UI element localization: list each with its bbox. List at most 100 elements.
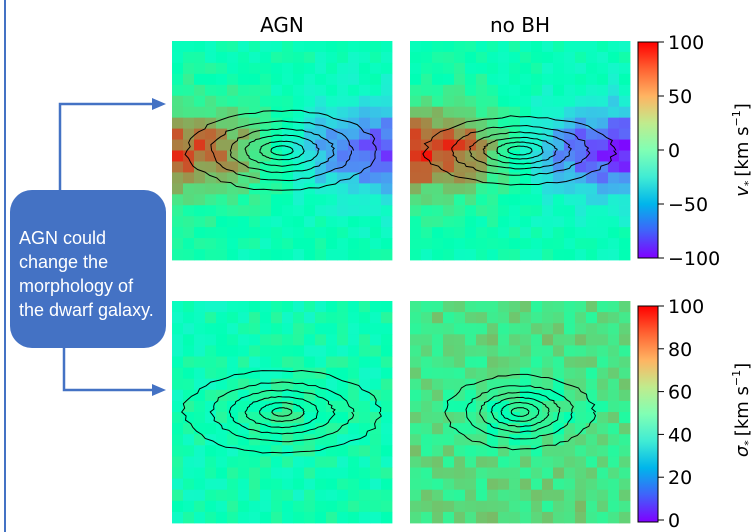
map-pixel	[487, 216, 499, 228]
map-pixel	[293, 106, 305, 119]
map-pixel	[293, 238, 305, 250]
map-pixel	[531, 500, 543, 513]
map-pixel	[205, 423, 217, 435]
map-pixel	[304, 434, 316, 446]
map-pixel	[381, 389, 393, 402]
map-pixel	[553, 467, 565, 479]
map-pixel	[370, 249, 382, 261]
map-pixel	[575, 500, 587, 513]
map-pixel	[454, 367, 466, 380]
map-pixel	[465, 41, 477, 53]
map-pixel	[454, 51, 466, 64]
map-pixel	[315, 227, 327, 239]
map-pixel	[432, 400, 444, 413]
contour-line	[422, 115, 618, 186]
map-pixel	[172, 128, 184, 140]
map-pixel	[381, 412, 393, 424]
map-pixel	[498, 367, 510, 380]
map-pixel	[597, 378, 609, 391]
map-pixel	[205, 73, 217, 86]
map-pixel	[249, 139, 261, 151]
map-pixel	[542, 389, 554, 402]
map-pixel	[421, 500, 433, 513]
map-pixel	[216, 227, 228, 239]
map-pixel	[410, 356, 422, 368]
map-pixel	[509, 238, 521, 250]
map-pixel	[454, 161, 466, 173]
colorbar-dispersion-tick-label: 80	[668, 339, 692, 361]
map-pixel	[542, 467, 554, 479]
map-pixel	[564, 400, 576, 413]
map-pixel	[608, 194, 620, 206]
map-pixel	[443, 511, 455, 524]
map-pixel	[498, 478, 510, 491]
map-pixel	[553, 51, 565, 64]
map-pixel	[315, 238, 327, 250]
map-pixel	[216, 412, 228, 424]
panel-title-agn: AGN	[260, 13, 304, 37]
map-pixel	[194, 73, 206, 86]
map-pixel	[498, 445, 510, 457]
map-pixel	[542, 51, 554, 64]
map-pixel	[370, 139, 382, 151]
map-pixel	[326, 434, 338, 446]
map-pixel	[194, 216, 206, 228]
map-pixel	[172, 41, 184, 53]
map-pixel	[194, 389, 206, 402]
map-pixel	[271, 62, 283, 75]
map-pixel	[564, 456, 576, 468]
map-pixel	[608, 500, 620, 513]
map-pixel	[454, 511, 466, 524]
map-pixel	[183, 511, 195, 524]
map-pixel	[443, 356, 455, 368]
map-pixel	[432, 500, 444, 513]
map-pixel	[619, 334, 631, 346]
map-pixel	[205, 150, 217, 162]
map-pixel	[359, 139, 371, 151]
map-pixel	[619, 194, 631, 206]
contour-line	[500, 401, 540, 422]
map-pixel	[498, 183, 510, 195]
map-pixel	[575, 51, 587, 64]
map-pixel	[194, 62, 206, 75]
map-pixel	[509, 128, 521, 140]
map-pixel	[205, 500, 217, 513]
map-pixel	[348, 345, 360, 357]
map-pixel	[476, 312, 488, 324]
map-pixel	[348, 106, 360, 119]
map-pixel	[337, 500, 349, 513]
map-pixel	[432, 312, 444, 324]
map-pixel	[509, 95, 521, 108]
map-pixel	[520, 238, 532, 250]
map-pixel	[205, 172, 217, 184]
map-pixel	[619, 238, 631, 250]
map-pixel	[586, 467, 598, 479]
map-pixel	[432, 95, 444, 108]
map-pixel	[282, 249, 294, 261]
map-pixel	[443, 150, 455, 162]
map-pixel	[520, 139, 532, 151]
map-pixel	[421, 150, 433, 162]
map-pixel	[575, 423, 587, 435]
map-pixel	[304, 139, 316, 151]
map-pixel	[194, 434, 206, 446]
map-pixel	[304, 456, 316, 468]
map-pixel	[619, 345, 631, 357]
map-pixel	[586, 95, 598, 108]
map-pixel	[509, 323, 521, 335]
contour-line	[468, 131, 572, 170]
map-pixel	[432, 216, 444, 228]
map-pixel	[575, 412, 587, 424]
map-pixel	[326, 194, 338, 206]
map-pixel	[315, 478, 327, 491]
map-pixel	[227, 400, 239, 413]
map-pixel	[487, 139, 499, 151]
colorbar-velocity-label-exp: −1	[730, 110, 743, 126]
map-pixel	[465, 467, 477, 479]
map-pixel	[260, 500, 272, 513]
map-pixel	[531, 378, 543, 391]
map-pixel	[520, 378, 532, 391]
map-pixel	[271, 378, 283, 391]
map-pixel	[487, 323, 499, 335]
map-pixel	[608, 412, 620, 424]
